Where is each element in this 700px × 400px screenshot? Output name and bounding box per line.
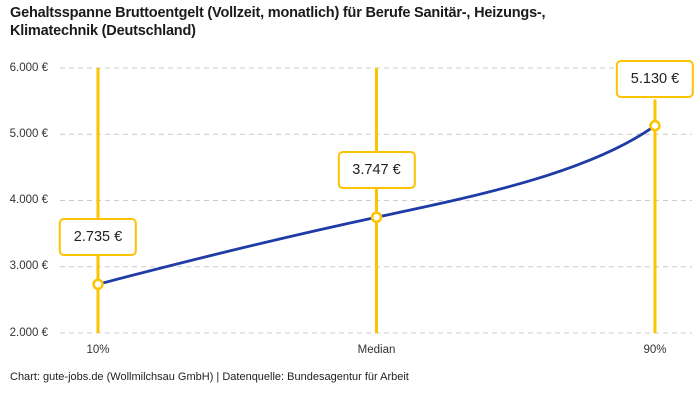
data-point-marker[interactable] — [649, 119, 661, 132]
chart-title: Gehaltsspanne Bruttoentgelt (Vollzeit, m… — [10, 5, 546, 39]
chart-source-footer: Chart: gute-jobs.de (Wollmilchsau GmbH) … — [10, 371, 409, 383]
data-point-marker[interactable] — [370, 211, 383, 224]
data-point-marker[interactable] — [92, 278, 104, 291]
